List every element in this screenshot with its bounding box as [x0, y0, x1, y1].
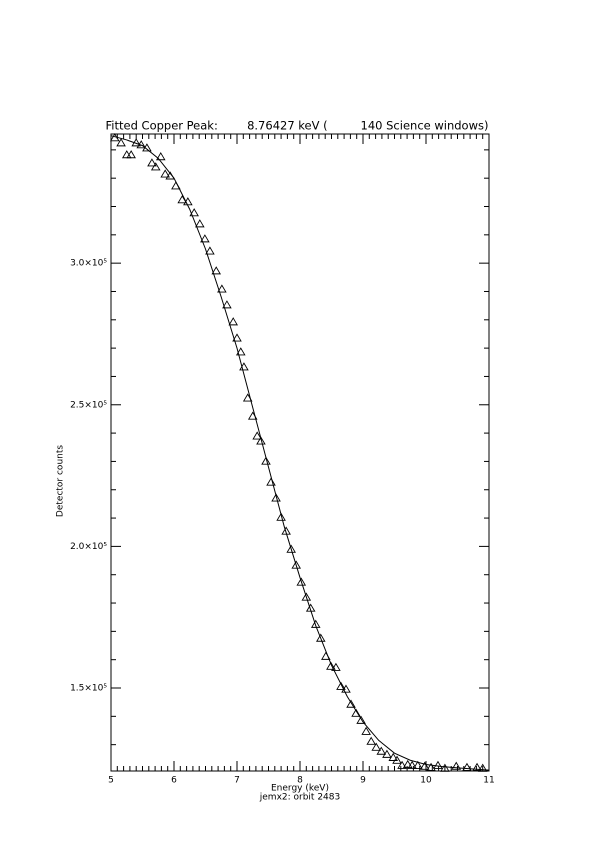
triangle-marker	[286, 544, 296, 553]
triangle-marker	[407, 760, 417, 769]
triangle-marker	[195, 219, 205, 228]
triangle-marker	[147, 158, 157, 167]
y-tick-label: 1.5×10⁵	[70, 684, 107, 694]
triangle-marker	[256, 436, 266, 445]
triangle-marker	[222, 300, 232, 309]
triangle-marker	[310, 619, 321, 628]
triangle-marker	[440, 763, 450, 772]
triangle-marker	[291, 560, 302, 569]
triangle-marker	[477, 763, 488, 772]
triangle-marker	[397, 760, 407, 769]
triangle-marker	[356, 715, 366, 724]
x-tick-label: 8	[297, 776, 303, 786]
x-tick-label: 6	[171, 776, 177, 786]
chart-title: Fitted Copper Peak: 8.76427 keV ( 140 Sc…	[106, 119, 489, 133]
triangle-marker	[160, 169, 170, 178]
x-tick-label: 11	[483, 776, 494, 786]
triangle-marker	[451, 761, 462, 770]
triangle-marker	[205, 246, 215, 255]
triangle-marker	[382, 749, 392, 758]
triangle-marker	[388, 752, 399, 761]
triangle-marker	[301, 592, 312, 601]
x-tick-label: 10	[420, 776, 432, 786]
triangle-marker	[341, 684, 351, 693]
fit-line	[110, 135, 490, 771]
plot-frame	[110, 133, 490, 772]
x-tick-label: 5	[108, 776, 114, 786]
triangle-marker	[235, 347, 246, 356]
triangle-marker	[326, 661, 336, 670]
triangle-marker	[336, 681, 346, 690]
triangle-marker	[228, 317, 239, 326]
triangle-marker	[316, 633, 326, 642]
triangle-marker	[402, 759, 413, 769]
triangle-marker	[366, 736, 376, 745]
triangle-marker	[276, 512, 286, 521]
triangle-marker	[200, 234, 210, 243]
triangle-marker	[433, 760, 443, 769]
triangle-marker	[126, 150, 136, 159]
y-tick-label: 2.5×10⁵	[70, 400, 107, 410]
subtitle: jemx2: orbit 2483	[259, 793, 340, 803]
triangle-marker	[261, 456, 271, 465]
triangle-marker	[351, 708, 361, 717]
triangle-marker	[266, 477, 276, 486]
triangle-marker	[116, 138, 126, 147]
triangle-marker	[462, 762, 472, 771]
x-axis-label: Energy (keV)	[271, 784, 329, 794]
triangle-marker	[426, 762, 436, 771]
triangle-marker	[472, 762, 482, 771]
y-tick-label: 2.0×10⁵	[70, 542, 107, 552]
triangle-marker	[331, 662, 341, 671]
triangle-marker	[346, 699, 356, 708]
triangle-marker	[211, 266, 221, 275]
triangle-marker	[392, 755, 402, 764]
triangle-marker	[252, 431, 262, 440]
y-tick-label: 3.0×10⁵	[70, 259, 107, 269]
x-tick-label: 9	[360, 776, 366, 786]
triangle-marker	[150, 162, 161, 171]
triangle-marker	[413, 760, 423, 769]
x-tick-label: 7	[234, 776, 240, 786]
triangle-marker	[419, 761, 430, 770]
triangle-marker	[296, 577, 307, 586]
triangle-marker	[189, 208, 199, 217]
triangle-marker	[361, 726, 371, 735]
triangle-marker	[155, 152, 166, 161]
triangle-marker	[232, 333, 242, 342]
triangle-marker	[217, 284, 227, 293]
triangle-marker	[376, 746, 387, 755]
y-axis-label: Detector counts	[56, 445, 66, 517]
triangle-marker	[271, 493, 281, 502]
triangle-marker	[371, 742, 382, 751]
